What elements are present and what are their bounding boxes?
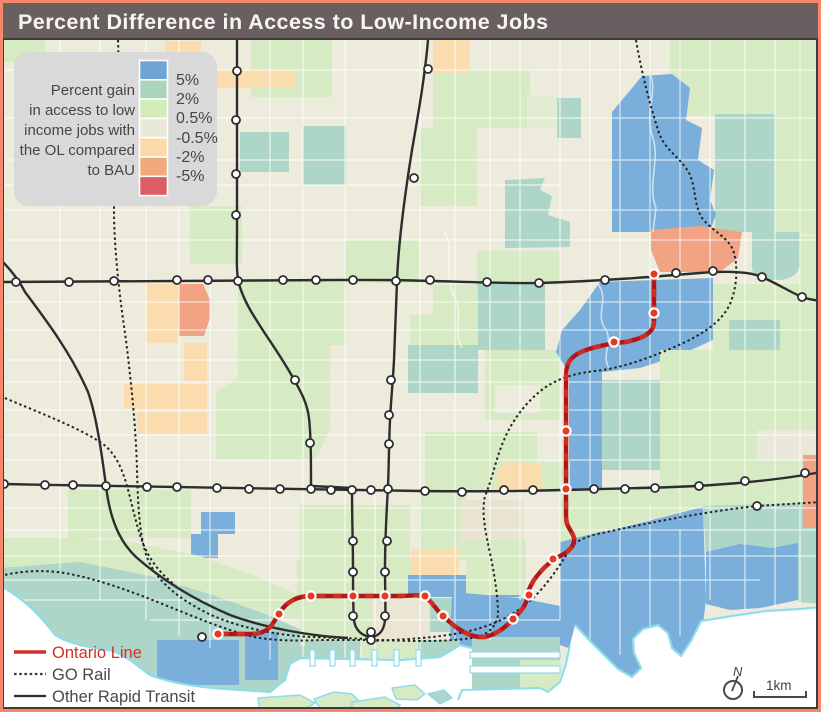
svg-text:-0.5%: -0.5% bbox=[176, 130, 218, 147]
svg-text:Percent gain: Percent gain bbox=[51, 82, 135, 99]
svg-text:2%: 2% bbox=[176, 91, 199, 108]
svg-text:to BAU: to BAU bbox=[87, 162, 135, 179]
svg-text:the OL compared: the OL compared bbox=[20, 142, 135, 159]
svg-text:5%: 5% bbox=[176, 72, 199, 89]
svg-text:1km: 1km bbox=[766, 678, 792, 693]
svg-text:Other Rapid Transit: Other Rapid Transit bbox=[52, 688, 195, 706]
svg-text:-2%: -2% bbox=[176, 149, 204, 166]
svg-text:Percent Difference in Access t: Percent Difference in Access to Low-Inco… bbox=[18, 10, 549, 34]
svg-text:in access to low: in access to low bbox=[29, 102, 135, 119]
svg-text:GO Rail: GO Rail bbox=[52, 666, 111, 684]
svg-text:-5%: -5% bbox=[176, 168, 204, 185]
svg-text:0.5%: 0.5% bbox=[176, 110, 212, 127]
svg-text:N: N bbox=[733, 664, 743, 679]
svg-text:income jobs with: income jobs with bbox=[24, 122, 135, 139]
svg-text:Ontario Line: Ontario Line bbox=[52, 644, 142, 662]
